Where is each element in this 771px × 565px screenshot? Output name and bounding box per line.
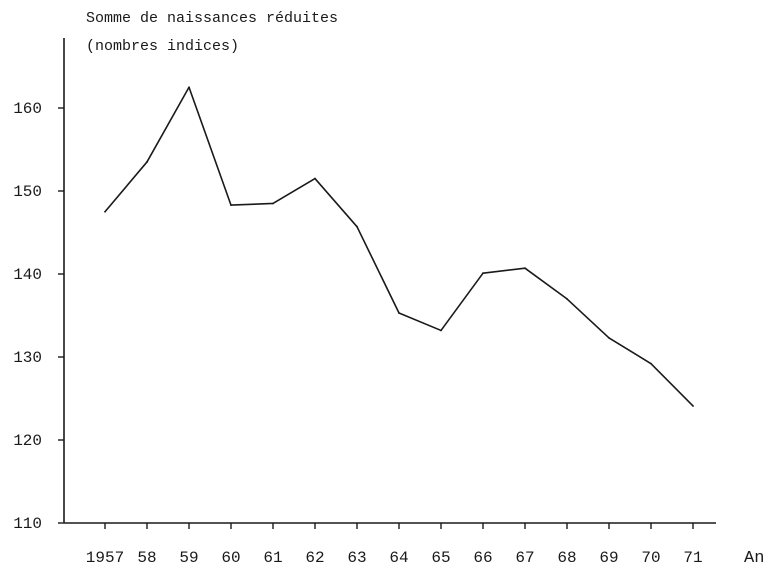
x-tick-label: 60: [221, 549, 240, 565]
data-point: [692, 405, 694, 407]
x-ticks: 1957 58 59 60 61 62 63 64 65 66 67 68 69 70 71: [86, 523, 703, 565]
data-point: [314, 177, 316, 180]
data-point: [188, 86, 190, 89]
data-point: [146, 161, 148, 163]
x-axis-title: An: [744, 549, 764, 565]
x-tick-label: 61: [263, 549, 282, 565]
x-tick-label: 58: [137, 549, 156, 565]
y-tick-label: 110: [13, 515, 42, 533]
data-point: [566, 298, 568, 300]
x-tick-label: 71: [683, 549, 702, 565]
y-tick-label: 140: [13, 266, 42, 284]
y-axis-title-line2: (nombres indices): [86, 38, 239, 55]
data-point: [608, 337, 610, 339]
x-tick-label: 66: [473, 549, 492, 565]
x-tick-label: 63: [347, 549, 366, 565]
x-tick-label: 69: [599, 549, 618, 565]
data-point: [272, 202, 274, 205]
data-point: [440, 329, 442, 332]
x-tick-label: 68: [557, 549, 576, 565]
data-point: [650, 362, 652, 365]
x-tick-label: 62: [305, 549, 324, 565]
data-point: [230, 204, 232, 207]
y-tick-label: 120: [13, 432, 42, 450]
x-tick-label: 65: [431, 549, 450, 565]
data-points: [104, 86, 694, 407]
x-tick-label: 64: [389, 549, 408, 565]
data-point: [398, 312, 400, 314]
y-axis-title-line1: Somme de naissances réduites: [86, 10, 338, 27]
series-line: [104, 86, 694, 407]
data-point: [356, 225, 358, 228]
data-point: [104, 210, 106, 213]
y-tick-label: 130: [13, 349, 42, 367]
x-tick-label: 1957: [86, 549, 124, 565]
y-tick-label: 150: [13, 183, 42, 201]
x-tick-label: 67: [515, 549, 534, 565]
y-ticks: 110 120 130 140 150 160: [13, 100, 64, 533]
x-tick-label: 59: [179, 549, 198, 565]
data-point: [482, 272, 484, 275]
y-tick-label: 160: [13, 100, 42, 118]
data-point: [524, 267, 526, 270]
x-tick-label: 70: [641, 549, 660, 565]
